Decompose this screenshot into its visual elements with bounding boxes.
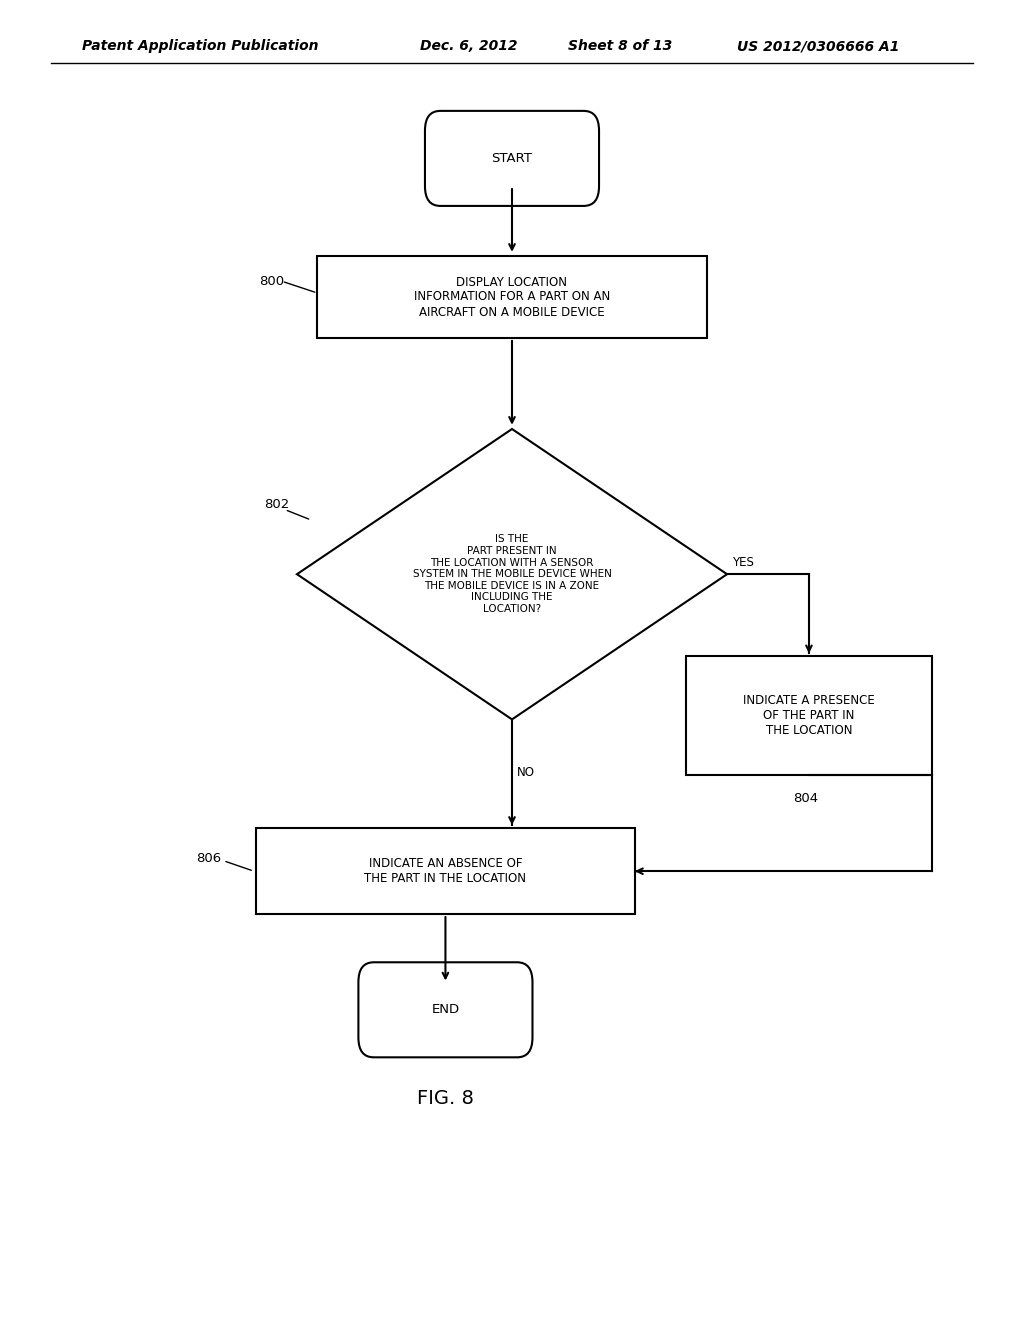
Text: US 2012/0306666 A1: US 2012/0306666 A1 <box>737 40 900 53</box>
FancyBboxPatch shape <box>358 962 532 1057</box>
Text: START: START <box>492 152 532 165</box>
Text: 800: 800 <box>259 275 285 288</box>
Text: 806: 806 <box>197 851 222 865</box>
Text: Sheet 8 of 13: Sheet 8 of 13 <box>568 40 673 53</box>
Text: DISPLAY LOCATION
INFORMATION FOR A PART ON AN
AIRCRAFT ON A MOBILE DEVICE: DISPLAY LOCATION INFORMATION FOR A PART … <box>414 276 610 318</box>
Polygon shape <box>297 429 727 719</box>
Text: 802: 802 <box>264 498 290 511</box>
Text: END: END <box>431 1003 460 1016</box>
FancyBboxPatch shape <box>425 111 599 206</box>
Text: Dec. 6, 2012: Dec. 6, 2012 <box>420 40 517 53</box>
Text: YES: YES <box>732 556 754 569</box>
FancyBboxPatch shape <box>256 829 635 913</box>
FancyBboxPatch shape <box>686 656 932 775</box>
Text: 804: 804 <box>794 792 819 805</box>
Text: Patent Application Publication: Patent Application Publication <box>82 40 318 53</box>
Text: INDICATE A PRESENCE
OF THE PART IN
THE LOCATION: INDICATE A PRESENCE OF THE PART IN THE L… <box>743 694 874 737</box>
Text: IS THE
PART PRESENT IN
THE LOCATION WITH A SENSOR
SYSTEM IN THE MOBILE DEVICE WH: IS THE PART PRESENT IN THE LOCATION WITH… <box>413 535 611 614</box>
Text: NO: NO <box>517 766 536 779</box>
Text: INDICATE AN ABSENCE OF
THE PART IN THE LOCATION: INDICATE AN ABSENCE OF THE PART IN THE L… <box>365 857 526 886</box>
Text: FIG. 8: FIG. 8 <box>417 1089 474 1107</box>
FancyBboxPatch shape <box>317 256 707 338</box>
